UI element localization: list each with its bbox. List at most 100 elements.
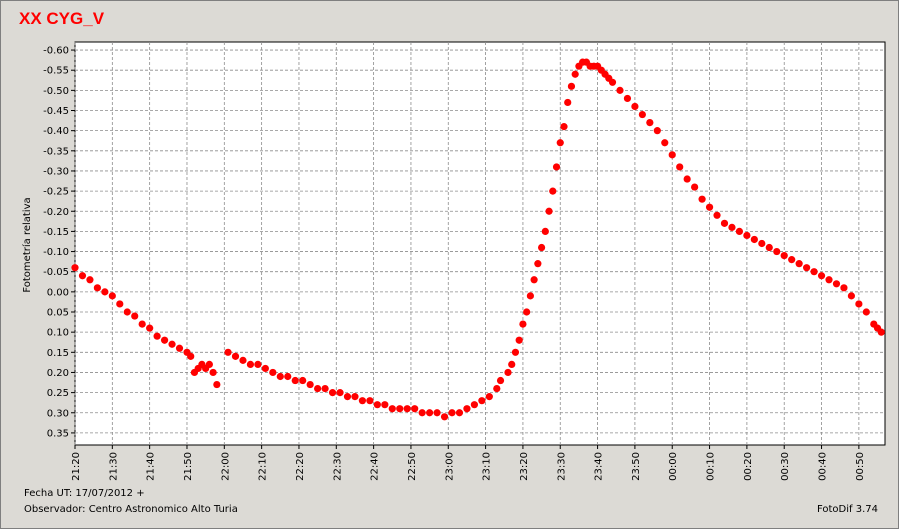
y-tick-label: 0.35 bbox=[47, 428, 69, 439]
data-point bbox=[623, 94, 632, 103]
data-point bbox=[131, 312, 139, 320]
data-point bbox=[123, 308, 131, 316]
x-tick-label: 23:20 bbox=[519, 452, 530, 481]
x-tick-label: 21:50 bbox=[183, 452, 194, 481]
data-point bbox=[485, 393, 493, 401]
data-point bbox=[519, 320, 527, 328]
x-tick-label: 22:10 bbox=[258, 452, 269, 481]
data-point bbox=[373, 401, 381, 409]
data-point bbox=[328, 389, 337, 397]
data-point bbox=[269, 368, 277, 377]
data-point bbox=[832, 280, 841, 288]
chart-title: XX CYG_V bbox=[19, 9, 105, 28]
data-point bbox=[239, 356, 247, 364]
data-point bbox=[493, 384, 501, 393]
data-point bbox=[720, 219, 729, 227]
data-point bbox=[817, 272, 826, 280]
data-point bbox=[291, 376, 299, 385]
data-point bbox=[231, 352, 240, 360]
data-point bbox=[653, 127, 661, 135]
data-point bbox=[86, 276, 94, 284]
data-point bbox=[284, 372, 292, 381]
observer-label: Observador: bbox=[24, 504, 86, 515]
data-point bbox=[187, 352, 195, 360]
data-point bbox=[728, 223, 736, 231]
data-point bbox=[138, 320, 146, 328]
data-point bbox=[93, 284, 101, 292]
data-point bbox=[541, 227, 549, 236]
data-point bbox=[153, 332, 161, 340]
y-tick-label: -0.25 bbox=[43, 187, 69, 198]
x-tick-label: 00:50 bbox=[855, 452, 866, 481]
data-point bbox=[418, 409, 426, 417]
data-point bbox=[862, 308, 870, 316]
data-point bbox=[411, 405, 419, 413]
x-tick-label: 22:20 bbox=[295, 452, 306, 481]
y-tick-label: 0.20 bbox=[47, 368, 69, 379]
data-point bbox=[314, 384, 322, 393]
data-point bbox=[276, 372, 284, 381]
data-point bbox=[743, 231, 751, 240]
data-point bbox=[175, 344, 184, 352]
data-point bbox=[299, 376, 307, 385]
data-point bbox=[549, 187, 557, 195]
x-tick-label: 23:00 bbox=[444, 452, 455, 481]
data-point bbox=[433, 409, 441, 417]
date-line: Fecha UT: 17/07/2012 + bbox=[24, 488, 145, 499]
data-point bbox=[440, 413, 449, 421]
data-point bbox=[735, 227, 744, 236]
data-point bbox=[526, 292, 534, 300]
data-point bbox=[261, 364, 269, 373]
data-point bbox=[455, 409, 464, 417]
grid-lines bbox=[74, 42, 885, 445]
data-point bbox=[795, 260, 803, 268]
data-point bbox=[426, 409, 434, 417]
data-point bbox=[71, 264, 79, 272]
data-point bbox=[616, 86, 624, 94]
data-point bbox=[567, 82, 576, 90]
data-point bbox=[523, 308, 531, 316]
data-point bbox=[840, 284, 848, 292]
data-point bbox=[810, 268, 818, 276]
x-tick-label: 22:30 bbox=[332, 452, 343, 481]
data-point bbox=[691, 183, 699, 191]
data-point bbox=[825, 276, 833, 284]
data-point bbox=[224, 348, 232, 356]
y-tick-label: -0.45 bbox=[43, 106, 69, 117]
data-point bbox=[564, 98, 572, 107]
y-axis-ticks: -0.60 -0.55 -0.50 -0.45 -0.40 -0.35 -0.30 -0.25… bbox=[43, 46, 75, 439]
data-point bbox=[661, 139, 669, 147]
data-point bbox=[246, 360, 255, 368]
data-point bbox=[683, 175, 691, 183]
data-point bbox=[508, 360, 516, 368]
data-point bbox=[545, 207, 553, 215]
data-point bbox=[101, 288, 109, 296]
data-point bbox=[205, 360, 213, 368]
data-point bbox=[847, 292, 856, 300]
data-point bbox=[698, 195, 706, 203]
y-tick-label: -0.35 bbox=[43, 146, 69, 157]
data-point bbox=[511, 348, 520, 356]
data-point bbox=[788, 256, 796, 264]
data-point bbox=[254, 360, 262, 368]
y-axis-label: Fotometría relativa bbox=[21, 197, 33, 292]
x-tick-label: 23:50 bbox=[631, 452, 642, 481]
x-tick-label: 21:40 bbox=[146, 452, 157, 481]
date-value: 17/07/2012 + bbox=[75, 488, 145, 499]
x-tick-label: 00:30 bbox=[780, 452, 791, 481]
data-point bbox=[108, 292, 116, 300]
data-point bbox=[556, 139, 564, 147]
y-tick-label: 0.05 bbox=[47, 308, 69, 319]
y-tick-label: -0.55 bbox=[43, 66, 69, 77]
x-tick-label: 23:40 bbox=[594, 452, 605, 481]
y-tick-label: 0.30 bbox=[47, 408, 69, 419]
data-point bbox=[478, 397, 486, 405]
data-point bbox=[877, 328, 885, 336]
data-point bbox=[146, 324, 154, 332]
software-version: FotoDif 3.74 bbox=[817, 504, 878, 515]
data-point bbox=[537, 243, 546, 252]
data-point bbox=[306, 380, 314, 389]
data-point bbox=[750, 235, 758, 244]
y-tick-label: -0.30 bbox=[43, 166, 69, 177]
